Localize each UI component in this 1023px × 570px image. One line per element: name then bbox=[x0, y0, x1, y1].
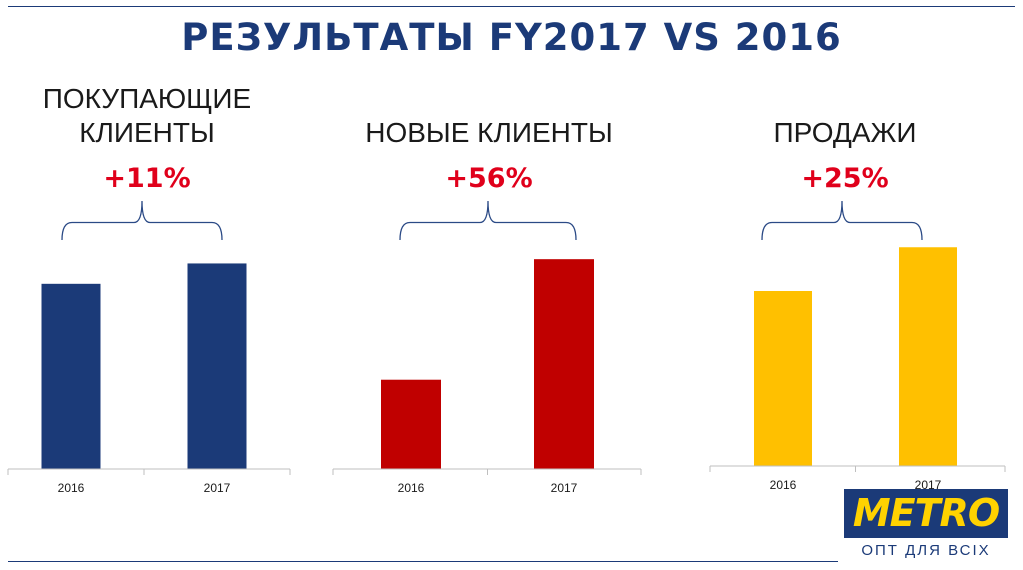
change-percent: +56% bbox=[445, 163, 532, 194]
tick-label-2017: 2017 bbox=[204, 481, 231, 495]
change-percent: +11% bbox=[103, 163, 190, 194]
tick-label-2017: 2017 bbox=[915, 478, 942, 492]
chart-label-line: НОВЫЕ КЛИЕНТЫ bbox=[365, 117, 613, 148]
metro-logo: METRO ОПТ ДЛЯ ВСІХ bbox=[844, 489, 1008, 562]
tick-label-2016: 2016 bbox=[58, 481, 85, 495]
chart-panel-new-customers: НОВЫЕ КЛИЕНТЫ +56% 2016 2017 bbox=[332, 117, 642, 495]
bar-2017 bbox=[534, 259, 594, 469]
change-percent: +25% bbox=[801, 163, 888, 194]
chart-label-line: ПОКУПАЮЩИЕ bbox=[43, 83, 251, 114]
bar-2016 bbox=[381, 379, 441, 469]
tick-label-2017: 2017 bbox=[551, 481, 578, 495]
curly-brace bbox=[761, 200, 923, 241]
page-title: РЕЗУЛЬТАТЫ FY2017 VS 2016 bbox=[181, 16, 842, 59]
chart-label-line: КЛИЕНТЫ bbox=[79, 117, 215, 148]
curly-brace bbox=[399, 200, 577, 241]
logo-box: METRO bbox=[844, 489, 1008, 538]
bar-2016 bbox=[754, 291, 812, 466]
bottom-rule bbox=[8, 561, 838, 562]
chart-panel-sales: ПРОДАЖИ +25% 2016 2017 bbox=[709, 117, 1006, 492]
chart-label-line: ПРОДАЖИ bbox=[774, 117, 917, 148]
bar-2017 bbox=[187, 263, 247, 469]
bar-2017 bbox=[899, 247, 957, 466]
tick-label-2016: 2016 bbox=[398, 481, 425, 495]
curly-brace bbox=[61, 200, 223, 241]
logo-tagline: ОПТ ДЛЯ ВСІХ bbox=[861, 542, 991, 559]
tick-label-2016: 2016 bbox=[770, 478, 797, 492]
logo-word: METRO bbox=[852, 491, 1000, 535]
top-rule bbox=[8, 6, 1015, 7]
bar-2016 bbox=[41, 283, 101, 469]
